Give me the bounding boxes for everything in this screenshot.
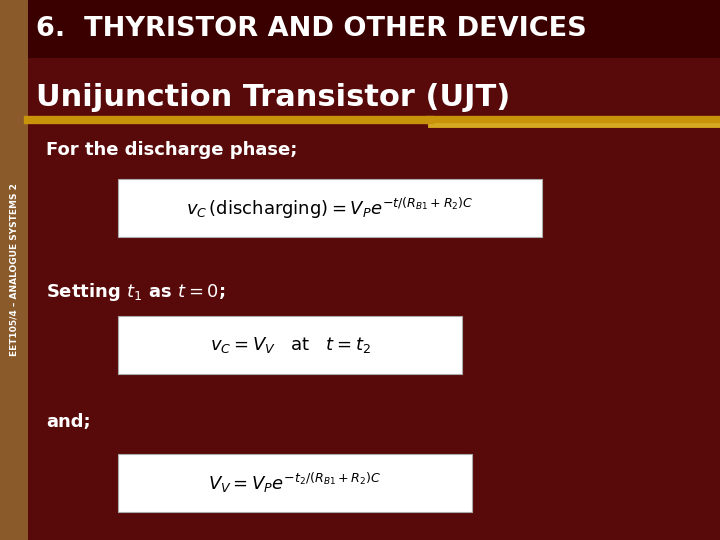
Text: 6.  THYRISTOR AND OTHER DEVICES: 6. THYRISTOR AND OTHER DEVICES xyxy=(36,16,587,42)
FancyBboxPatch shape xyxy=(118,179,542,237)
Text: and;: and; xyxy=(46,413,91,431)
Text: For the discharge phase;: For the discharge phase; xyxy=(46,141,297,159)
Bar xyxy=(28,0,720,58)
FancyBboxPatch shape xyxy=(118,316,462,374)
Text: $V_V = V_P e^{-t_2/(R_{B1}+R_2)C}$: $V_V = V_P e^{-t_2/(R_{B1}+R_2)C}$ xyxy=(209,471,382,495)
Text: $v_C = V_V$   $\mathrm{at}$   $t = t_2$: $v_C = V_V$ $\mathrm{at}$ $t = t_2$ xyxy=(210,335,370,355)
Text: Setting $t_1$ as $t = 0$;: Setting $t_1$ as $t = 0$; xyxy=(46,281,225,303)
FancyBboxPatch shape xyxy=(118,454,472,512)
Text: Unijunction Transistor (UJT): Unijunction Transistor (UJT) xyxy=(36,84,510,112)
Text: $v_C\,(\mathrm{discharging}) = V_P e^{-t/(R_{B1}+R_2)C}$: $v_C\,(\mathrm{discharging}) = V_P e^{-t… xyxy=(186,195,474,221)
Text: EET105/4 – ANALOGUE SYSTEMS 2: EET105/4 – ANALOGUE SYSTEMS 2 xyxy=(9,184,19,356)
Bar xyxy=(0,0,28,540)
